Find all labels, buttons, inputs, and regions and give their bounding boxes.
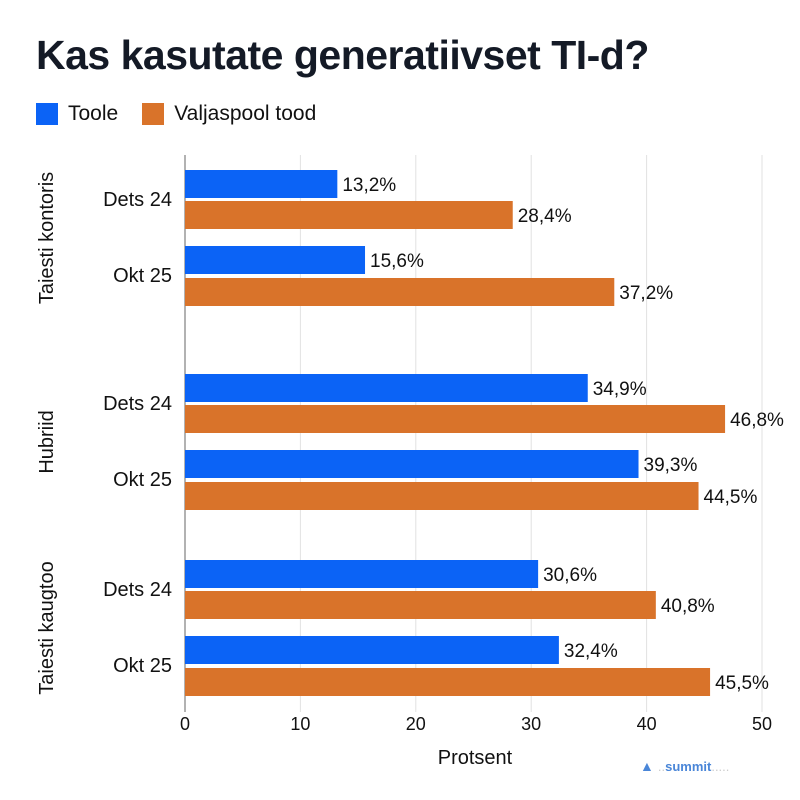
- legend: Toole Valjaspool tood: [36, 102, 340, 126]
- legend-item-valjaspool: Valjaspool tood: [142, 102, 316, 126]
- legend-item-toole: Toole: [36, 102, 118, 126]
- category-label: Dets 24: [103, 189, 172, 211]
- data-label: 37,2%: [619, 283, 673, 304]
- bar-toole: [185, 450, 639, 478]
- group-label: Taiesti kaugtoo: [36, 561, 58, 694]
- legend-label-valjaspool: Valjaspool tood: [174, 102, 317, 125]
- data-label: 34,9%: [593, 379, 647, 400]
- x-tick-label: 30: [521, 714, 541, 734]
- bar-valjaspool: [185, 201, 513, 229]
- bar-toole: [185, 374, 588, 402]
- bar-valjaspool: [185, 405, 726, 433]
- category-label: Dets 24: [103, 393, 172, 415]
- category-label: Okt 25: [113, 655, 172, 677]
- bar-valjaspool: [185, 482, 699, 510]
- category-label: Okt 25: [113, 469, 172, 491]
- category-label: Okt 25: [113, 265, 172, 287]
- legend-swatch-valjaspool: [142, 103, 165, 125]
- x-tick-label: 20: [406, 714, 426, 734]
- bar-toole: [185, 560, 539, 588]
- group-label: Hubriid: [36, 410, 58, 473]
- bar-valjaspool: [185, 591, 656, 619]
- data-label: 32,4%: [564, 641, 618, 662]
- data-label: 30,6%: [543, 565, 597, 586]
- x-tick-label: 10: [290, 714, 310, 734]
- bar-toole: [185, 636, 559, 664]
- x-tick-label: 40: [637, 714, 657, 734]
- data-label: 45,5%: [715, 673, 769, 694]
- chart-title: Kas kasutate generatiivset TI-d?: [36, 32, 649, 78]
- x-axis-label: Protsent: [438, 747, 513, 769]
- watermark-logo: ▲ .. summit.....: [640, 758, 730, 774]
- data-label: 28,4%: [518, 206, 572, 227]
- group-label: Taiesti kontoris: [36, 172, 58, 304]
- data-label: 13,2%: [342, 175, 396, 196]
- data-label: 39,3%: [644, 455, 698, 476]
- bar-valjaspool: [185, 278, 615, 306]
- telescope-icon: ▲: [640, 758, 654, 774]
- legend-swatch-toole: [36, 103, 58, 125]
- data-label: 15,6%: [370, 251, 424, 272]
- bar-toole: [185, 170, 338, 198]
- data-label: 44,5%: [704, 487, 758, 508]
- data-label: 40,8%: [661, 596, 715, 617]
- bar-toole: [185, 246, 366, 274]
- legend-label-toole: Toole: [68, 102, 119, 125]
- x-tick-label: 50: [752, 714, 772, 734]
- bar-valjaspool: [185, 668, 711, 696]
- data-label: 46,8%: [730, 410, 784, 431]
- x-tick-label: 0: [180, 714, 190, 734]
- category-label: Dets 24: [103, 579, 172, 601]
